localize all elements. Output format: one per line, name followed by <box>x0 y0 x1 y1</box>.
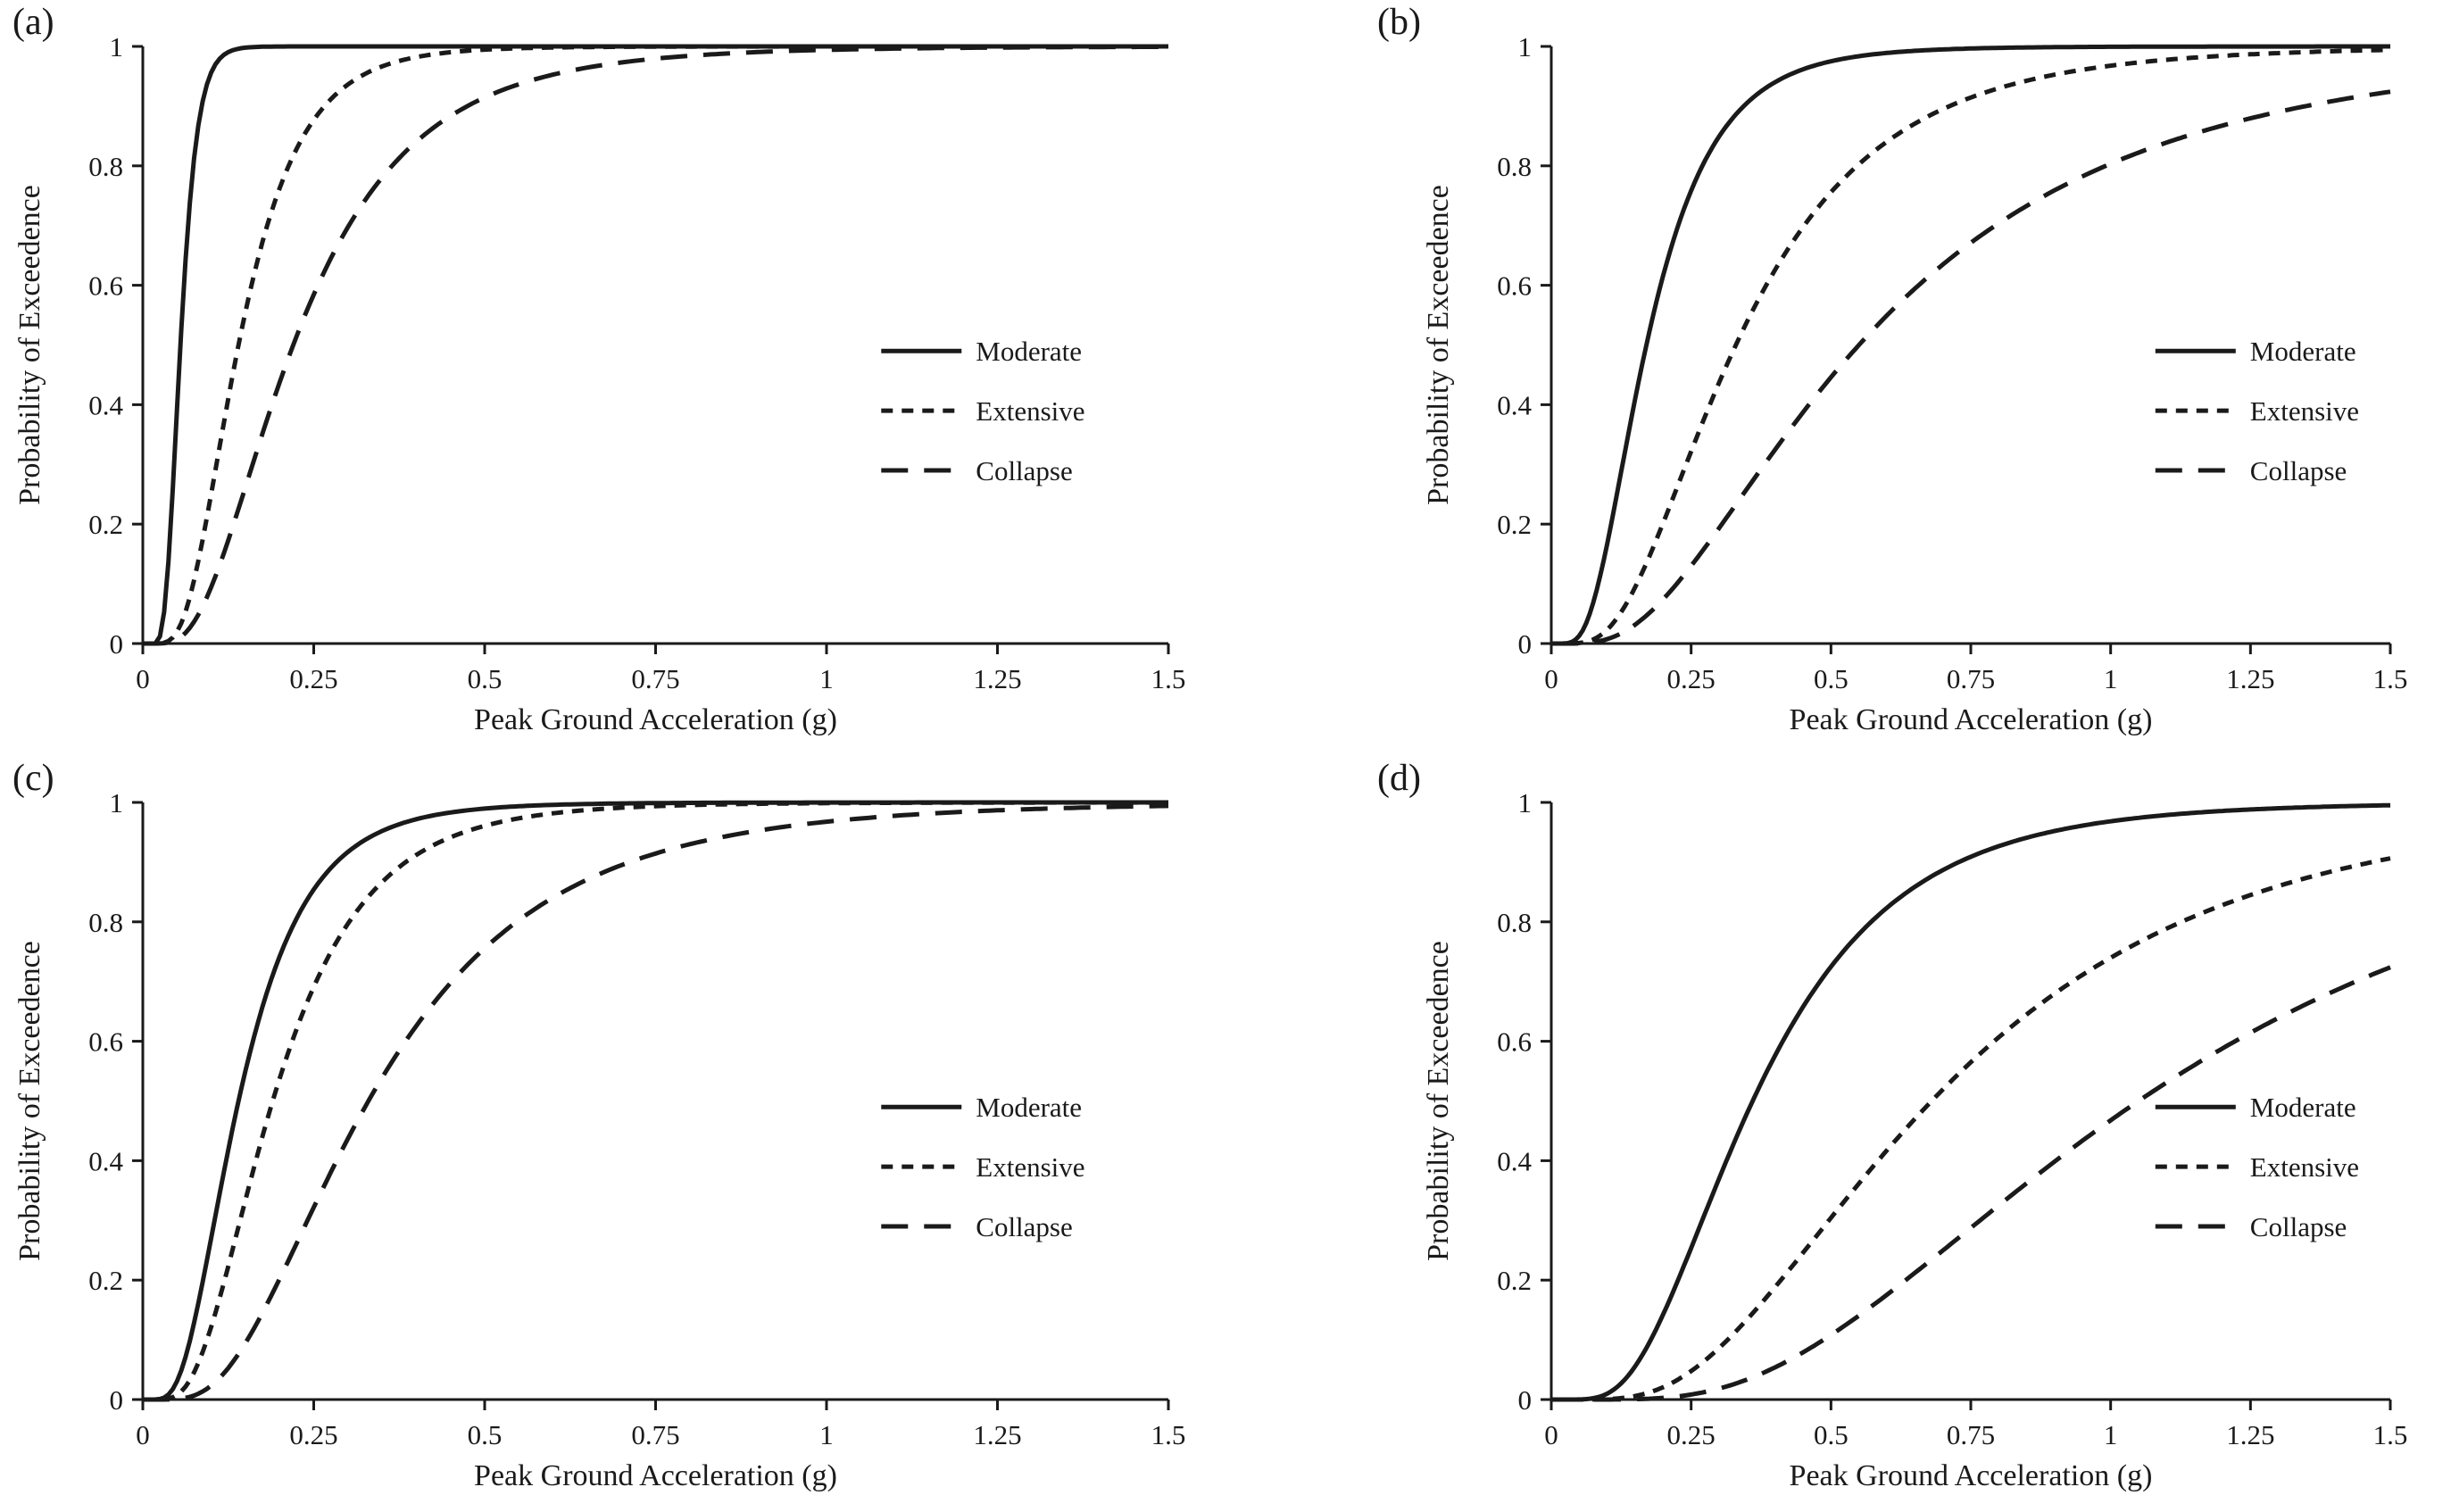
svg-text:0: 0 <box>136 663 150 694</box>
panel-d: (d) 0 0.25 0.5 0.75 1 1.25 1.5 0 0.2 0.4 0.6 0.8 1 Pe… <box>1226 756 2451 1512</box>
svg-text:0: 0 <box>1544 663 1558 694</box>
svg-text:1: 1 <box>1518 31 1533 62</box>
svg-text:1.25: 1.25 <box>973 1419 1021 1450</box>
panel-c: (c) 0 0.25 0.5 0.75 1 1.25 1.5 0 0.2 0.4 0.6 0.8 1 Pe… <box>0 756 1226 1512</box>
svg-text:0.6: 0.6 <box>88 270 123 302</box>
svg-text:Extensive: Extensive <box>2250 395 2359 427</box>
svg-text:1: 1 <box>110 31 124 62</box>
panel-label-c: (c) <box>12 758 54 799</box>
panel-label-d: (d) <box>1377 758 1421 799</box>
svg-text:1.5: 1.5 <box>2373 663 2408 694</box>
fragility-chart-b: 0 0.25 0.5 0.75 1 1.25 1.5 0 0.2 0.4 0.6 0.8 1 Peak G… <box>1417 5 2424 749</box>
svg-text:Moderate: Moderate <box>2250 336 2356 367</box>
svg-text:0.25: 0.25 <box>1667 663 1716 694</box>
svg-text:Peak Ground Acceleration (g): Peak Ground Acceleration (g) <box>474 1459 837 1492</box>
svg-text:1: 1 <box>110 787 124 818</box>
svg-text:0.8: 0.8 <box>88 151 123 182</box>
fragility-chart-d: 0 0.25 0.5 0.75 1 1.25 1.5 0 0.2 0.4 0.6 0.8 1 Peak G… <box>1417 761 2424 1505</box>
svg-text:1.25: 1.25 <box>2226 663 2274 694</box>
svg-text:0: 0 <box>110 1384 124 1416</box>
svg-text:Moderate: Moderate <box>2250 1092 2356 1123</box>
panel-b: (b) 0 0.25 0.5 0.75 1 1.25 1.5 0 0.2 0.4 0.6 0.8 1 Pe… <box>1226 0 2451 756</box>
svg-text:0.75: 0.75 <box>1947 1419 1995 1450</box>
svg-text:1.5: 1.5 <box>1151 663 1186 694</box>
svg-text:0.25: 0.25 <box>289 1419 337 1450</box>
svg-text:Collapse: Collapse <box>2250 1211 2347 1242</box>
svg-text:Probability of Exceedence: Probability of Exceedence <box>13 941 46 1261</box>
svg-text:1: 1 <box>2104 663 2118 694</box>
chart-svg: 0 0.25 0.5 0.75 1 1.25 1.5 0 0.2 0.4 0.6 0.8 1 Peak G… <box>1422 787 2408 1492</box>
svg-text:Extensive: Extensive <box>2250 1151 2359 1183</box>
svg-text:1.5: 1.5 <box>2373 1419 2408 1450</box>
svg-text:1: 1 <box>2104 1419 2118 1450</box>
svg-text:0.8: 0.8 <box>88 907 123 938</box>
svg-text:0.75: 0.75 <box>631 1419 679 1450</box>
svg-text:0: 0 <box>1544 1419 1558 1450</box>
svg-text:Collapse: Collapse <box>976 455 1073 486</box>
svg-text:Probability of Exceedence: Probability of Exceedence <box>13 185 46 505</box>
svg-text:Probability of Exceedence: Probability of Exceedence <box>1422 185 1455 505</box>
svg-text:0.4: 0.4 <box>88 389 123 420</box>
svg-text:0.2: 0.2 <box>88 1265 123 1296</box>
svg-text:0.4: 0.4 <box>88 1145 123 1176</box>
svg-text:Extensive: Extensive <box>976 1151 1084 1183</box>
panel-a: (a) 0 0.25 0.5 0.75 1 1.25 1.5 0 0.2 0.4 0.6 0.8 1 Pe… <box>0 0 1226 756</box>
svg-text:Peak Ground Acceleration (g): Peak Ground Acceleration (g) <box>1790 703 2153 736</box>
svg-text:0.2: 0.2 <box>1497 1265 1532 1296</box>
svg-text:0: 0 <box>110 628 124 660</box>
svg-text:1: 1 <box>819 663 834 694</box>
fragility-chart-a: 0 0.25 0.5 0.75 1 1.25 1.5 0 0.2 0.4 0.6 0.8 1 Peak G… <box>9 5 1202 749</box>
svg-text:1: 1 <box>819 1419 834 1450</box>
svg-text:0.2: 0.2 <box>1497 509 1532 540</box>
svg-text:Probability of Exceedence: Probability of Exceedence <box>1422 941 1455 1261</box>
svg-text:0.4: 0.4 <box>1497 389 1532 420</box>
svg-text:0.8: 0.8 <box>1497 151 1532 182</box>
svg-text:1.25: 1.25 <box>973 663 1021 694</box>
svg-text:0.8: 0.8 <box>1497 907 1532 938</box>
panel-label-a: (a) <box>12 2 54 43</box>
svg-text:0: 0 <box>136 1419 150 1450</box>
svg-text:0.75: 0.75 <box>1947 663 1995 694</box>
svg-text:0.6: 0.6 <box>1497 270 1532 302</box>
svg-text:Moderate: Moderate <box>976 336 1082 367</box>
svg-text:Peak Ground Acceleration (g): Peak Ground Acceleration (g) <box>474 703 837 736</box>
panel-label-b: (b) <box>1377 2 1421 43</box>
svg-text:0: 0 <box>1518 628 1533 660</box>
fragility-chart-c: 0 0.25 0.5 0.75 1 1.25 1.5 0 0.2 0.4 0.6 0.8 1 Peak G… <box>9 761 1202 1505</box>
svg-text:0.5: 0.5 <box>468 1419 503 1450</box>
svg-text:0.25: 0.25 <box>1667 1419 1716 1450</box>
svg-text:1.5: 1.5 <box>1151 1419 1186 1450</box>
chart-svg: 0 0.25 0.5 0.75 1 1.25 1.5 0 0.2 0.4 0.6 0.8 1 Peak G… <box>13 787 1186 1492</box>
svg-text:1.25: 1.25 <box>2226 1419 2274 1450</box>
svg-text:0.25: 0.25 <box>289 663 337 694</box>
svg-text:1: 1 <box>1518 787 1533 818</box>
svg-text:Collapse: Collapse <box>2250 455 2347 486</box>
svg-text:Peak Ground Acceleration (g): Peak Ground Acceleration (g) <box>1790 1459 2153 1492</box>
chart-svg: 0 0.25 0.5 0.75 1 1.25 1.5 0 0.2 0.4 0.6 0.8 1 Peak G… <box>13 31 1186 736</box>
svg-text:Moderate: Moderate <box>976 1092 1082 1123</box>
svg-text:0.6: 0.6 <box>88 1026 123 1058</box>
svg-text:0.5: 0.5 <box>1814 663 1849 694</box>
svg-text:0.5: 0.5 <box>468 663 503 694</box>
svg-text:Extensive: Extensive <box>976 395 1084 427</box>
svg-text:0.4: 0.4 <box>1497 1145 1532 1176</box>
chart-svg: 0 0.25 0.5 0.75 1 1.25 1.5 0 0.2 0.4 0.6 0.8 1 Peak G… <box>1422 31 2408 736</box>
svg-text:0.75: 0.75 <box>631 663 679 694</box>
svg-text:0.5: 0.5 <box>1814 1419 1849 1450</box>
svg-text:0: 0 <box>1518 1384 1533 1416</box>
svg-text:0.2: 0.2 <box>88 509 123 540</box>
svg-text:Collapse: Collapse <box>976 1211 1073 1242</box>
svg-text:0.6: 0.6 <box>1497 1026 1532 1058</box>
